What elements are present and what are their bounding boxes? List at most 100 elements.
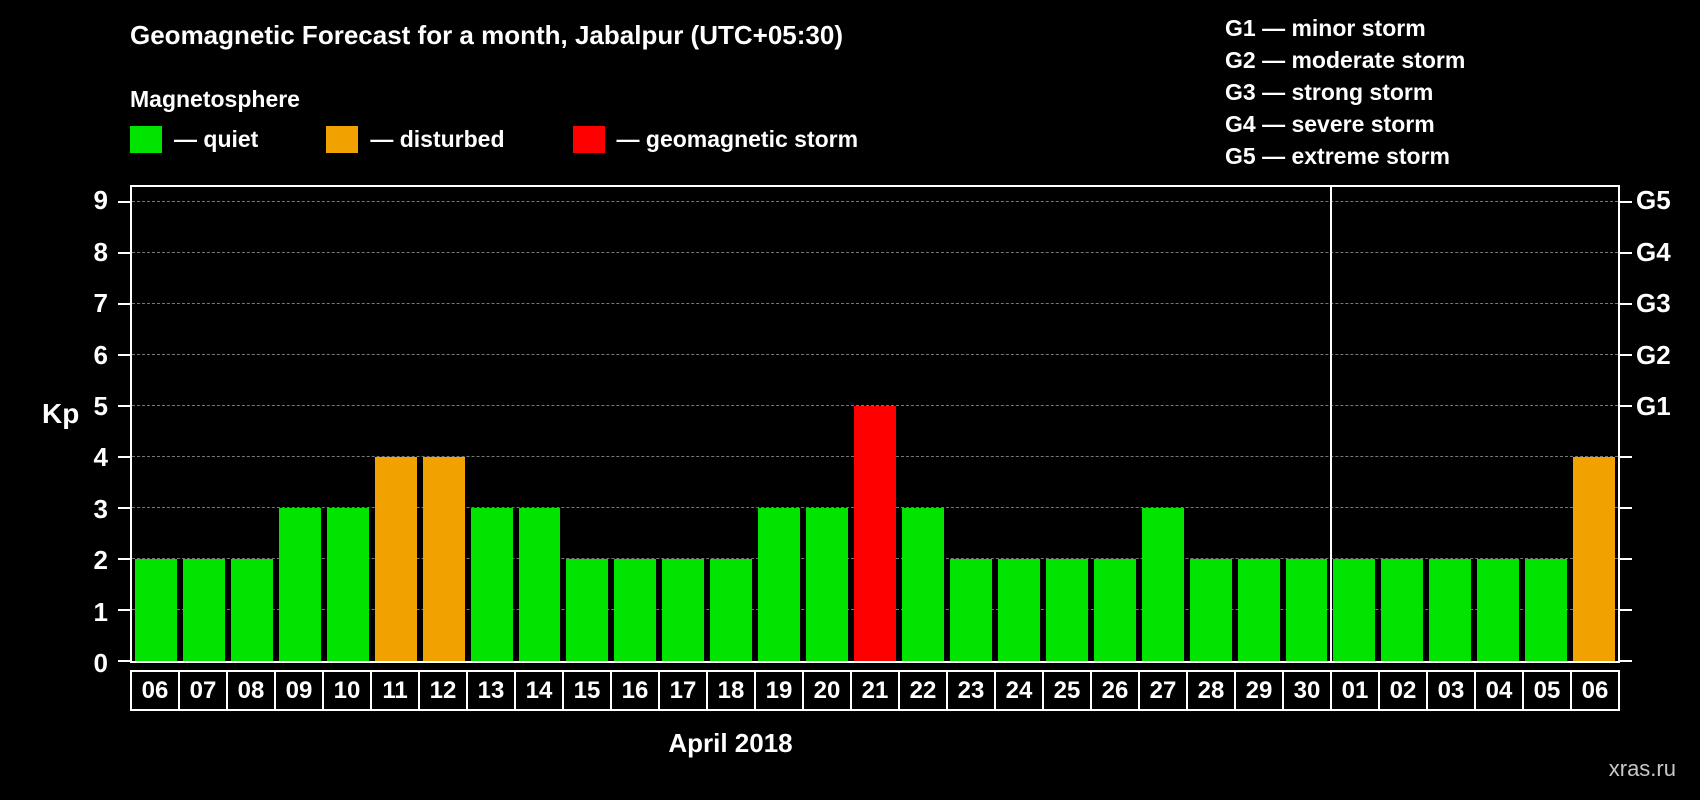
day-label-cell: 15 <box>562 670 612 711</box>
axis-tick-left <box>118 609 130 612</box>
bar-day-28 <box>1189 559 1232 661</box>
axis-tick-left <box>118 252 130 255</box>
gridline <box>132 405 1618 407</box>
bar-day-20 <box>806 508 849 661</box>
bar-slot-day-14 <box>516 187 564 661</box>
bars-container <box>132 187 1618 661</box>
axis-tick-right <box>1620 456 1632 459</box>
day-label-cell: 17 <box>658 670 708 711</box>
bar-day-30 <box>1285 559 1328 661</box>
gridline <box>132 201 1618 203</box>
g-scale-legend-line: G2 — moderate storm <box>1225 47 1466 73</box>
bar-slot-day-16 <box>611 187 659 661</box>
legend-label-disturbed: — disturbed <box>370 126 505 152</box>
day-label-cell: 23 <box>946 670 996 711</box>
day-label-cell: 26 <box>1090 670 1140 711</box>
g-scale-legend: G1 — minor storm G2 — moderate storm G3 — … <box>1225 12 1465 172</box>
bar-day-04 <box>1477 559 1520 661</box>
day-label-cell: 04 <box>1474 670 1524 711</box>
bar-slot-day-03 <box>1426 187 1474 661</box>
chart-title: Geomagnetic Forecast for a month, Jabalp… <box>130 20 843 50</box>
gridline <box>132 252 1618 254</box>
day-label-cell: 03 <box>1426 670 1476 711</box>
bar-day-02 <box>1381 559 1424 661</box>
bar-slot-day-04 <box>1474 187 1522 661</box>
bar-day-06 <box>1573 457 1616 661</box>
gridline <box>132 354 1618 356</box>
bar-slot-day-19 <box>755 187 803 661</box>
bar-day-16 <box>614 559 657 661</box>
bar-slot-day-08 <box>228 187 276 661</box>
g-scale-legend-line: G3 — strong storm <box>1225 79 1434 105</box>
bar-day-29 <box>1237 559 1280 661</box>
bar-slot-day-24 <box>995 187 1043 661</box>
month-separator-line <box>1330 187 1333 661</box>
axis-tick-left <box>118 456 130 459</box>
axis-tick-right <box>1620 609 1632 612</box>
y-axis-left: 0 1 2 3 4 5 6 7 8 9 <box>0 185 122 676</box>
axis-tick-right <box>1620 558 1632 561</box>
day-label-cell: 05 <box>1522 670 1572 711</box>
day-label-cell: 14 <box>514 670 564 711</box>
bar-slot-day-11 <box>372 187 420 661</box>
bar-slot-day-26 <box>1091 187 1139 661</box>
day-label-cell: 12 <box>418 670 468 711</box>
bar-slot-day-20 <box>803 187 851 661</box>
g-axis-tick-label: G4 <box>1636 236 1671 267</box>
day-label-cell: 19 <box>754 670 804 711</box>
legend-row: — quiet — disturbed — geomagnetic storm <box>130 126 926 153</box>
axis-tick-right <box>1620 405 1632 408</box>
bar-day-26 <box>1093 559 1136 661</box>
axis-tick-left <box>118 507 130 510</box>
watermark: xras.ru <box>1608 756 1676 781</box>
day-label-cell: 10 <box>322 670 372 711</box>
bar-day-14 <box>518 508 561 661</box>
axis-tick-left <box>118 303 130 306</box>
bar-slot-day-25 <box>1043 187 1091 661</box>
bar-day-06 <box>135 559 177 661</box>
day-label-cell: 02 <box>1378 670 1428 711</box>
bar-day-25 <box>1045 559 1088 661</box>
bar-day-11 <box>374 457 417 661</box>
bar-slot-day-09 <box>276 187 324 661</box>
legend-heading: Magnetosphere <box>130 86 300 112</box>
day-label-cell: 06 <box>1570 670 1620 711</box>
day-label-cell: 21 <box>850 670 900 711</box>
bar-slot-day-05 <box>1522 187 1570 661</box>
bar-day-03 <box>1429 559 1472 661</box>
axis-tick-right <box>1620 252 1632 255</box>
y-axis-tick-label: 7 <box>93 288 108 319</box>
bar-slot-day-23 <box>947 187 995 661</box>
g-axis-tick-label: G1 <box>1636 391 1671 422</box>
legend-label-quiet: — quiet <box>174 126 259 152</box>
bar-slot-day-06 <box>1570 187 1618 661</box>
y-axis-tick-label: 5 <box>93 391 108 422</box>
g-scale-legend-line: G4 — severe storm <box>1225 111 1435 137</box>
bar-slot-day-01 <box>1330 187 1378 661</box>
y-axis-title: Kp <box>42 398 80 429</box>
day-label-cell: 08 <box>226 670 276 711</box>
bar-slot-day-15 <box>563 187 611 661</box>
bar-slot-day-28 <box>1187 187 1235 661</box>
day-label-cell: 29 <box>1234 670 1284 711</box>
g-axis-tick-label: G5 <box>1636 185 1671 216</box>
bar-day-18 <box>710 559 753 661</box>
g-scale-legend-line: G5 — extreme storm <box>1225 143 1450 169</box>
bar-slot-day-02 <box>1378 187 1426 661</box>
bar-day-23 <box>949 559 992 661</box>
bar-day-08 <box>230 559 273 661</box>
bar-slot-day-29 <box>1235 187 1283 661</box>
bar-slot-day-13 <box>468 187 516 661</box>
y-axis-tick-label: 0 <box>93 648 108 678</box>
day-label-cell: 20 <box>802 670 852 711</box>
day-label-cell: 07 <box>178 670 228 711</box>
day-label-cell: 24 <box>994 670 1044 711</box>
y-axis-tick-label: 9 <box>93 185 108 216</box>
bar-day-07 <box>182 559 225 661</box>
day-label-cell: 11 <box>370 670 420 711</box>
axis-tick-right <box>1620 201 1632 204</box>
axis-tick-left <box>118 660 130 662</box>
x-axis-title: April 2018 <box>668 728 793 758</box>
bar-day-19 <box>758 508 801 661</box>
